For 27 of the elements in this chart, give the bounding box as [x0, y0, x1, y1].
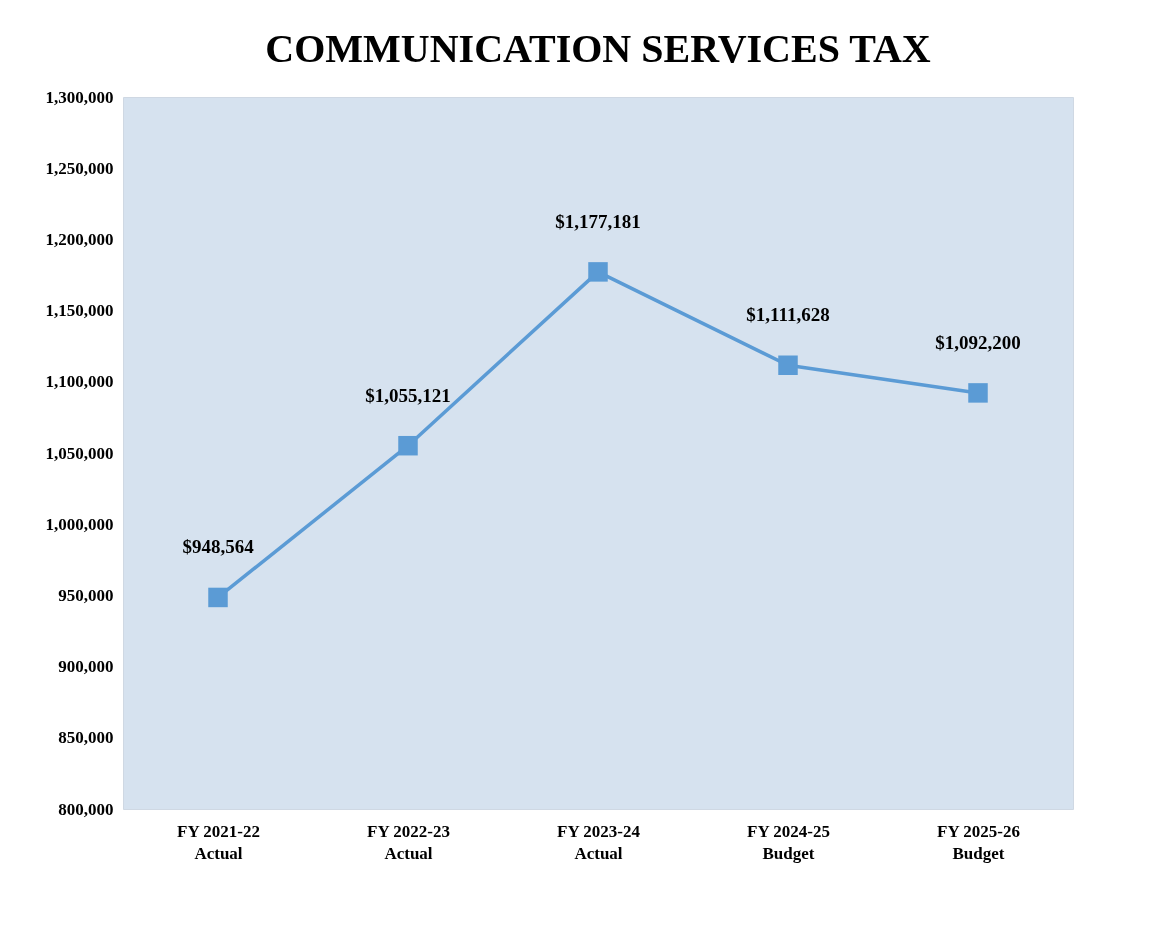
- point: [208, 587, 228, 608]
- y-tick-label: 1,200,000: [45, 229, 114, 249]
- x-tick-label: FY 2021-22 Actual: [177, 821, 260, 863]
- y-tick-label: 1,300,000: [45, 87, 114, 107]
- x-tick-label: FY 2022-23 Actual: [367, 821, 450, 863]
- y-tick-label: 950,000: [58, 585, 114, 605]
- x-tick-label: FY 2023-24 Actual: [557, 821, 641, 863]
- data-label: $1,111,628: [746, 304, 830, 326]
- x-tick-label: FY 2024-25 Budget: [747, 821, 830, 863]
- x-tick-label: FY 2025-26 Budget: [937, 821, 1020, 863]
- point: [398, 435, 418, 456]
- y-tick-label: 850,000: [58, 728, 114, 748]
- data-label: $1,092,200: [935, 331, 1021, 353]
- y-tick-label: 1,100,000: [45, 372, 114, 392]
- y-tick-label: 1,000,000: [45, 514, 114, 534]
- y-tick-label: 1,150,000: [45, 301, 114, 321]
- point: [588, 262, 608, 282]
- data-label: $1,055,121: [365, 384, 451, 406]
- point: [778, 355, 798, 375]
- data-label: $948,564: [182, 536, 255, 558]
- data-label: $1,177,181: [555, 210, 641, 232]
- y-tick-label: 1,050,000: [45, 443, 114, 463]
- chart-title: COMMUNICATION SERVICES TAX: [265, 26, 931, 71]
- point: [968, 383, 988, 403]
- y-tick-label: 900,000: [58, 657, 114, 677]
- y-tick-label: 800,000: [58, 799, 114, 819]
- y-tick-label: 1,250,000: [45, 158, 114, 178]
